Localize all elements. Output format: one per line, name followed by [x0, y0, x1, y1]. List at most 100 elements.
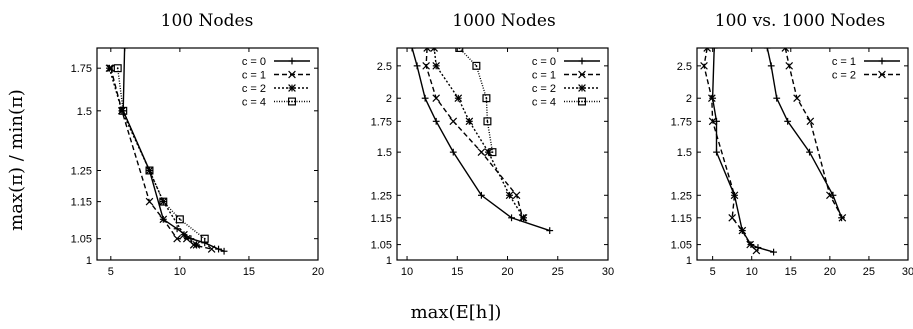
data-point-s4-dot: [491, 151, 494, 154]
y-tick-label: 1.75: [671, 116, 692, 128]
data-point-s1: [220, 247, 228, 255]
series-line-2: [703, 48, 757, 252]
legend-marker: [577, 97, 586, 106]
data-point-s4: [175, 215, 184, 224]
data-point-s2: [838, 213, 847, 222]
data-point-s2: [708, 117, 717, 126]
data-point-s2-d2: [423, 48, 428, 52]
data-point-s2-d2: [793, 94, 801, 103]
data-point-s2-d1: [426, 48, 431, 52]
data-point-s2-d2: [700, 62, 708, 70]
data-point-s3: [484, 148, 493, 156]
data-point-s4-dot: [203, 237, 206, 240]
y-tick-label: 2.5: [677, 61, 692, 73]
data-point-s3-d2: [192, 241, 201, 249]
data-point-s4-box: [472, 61, 481, 70]
panel-1: 100 Nodes 5 10 15 20 1 1.05 1.15 1.25 1.5 1.75 c = …: [71, 11, 325, 278]
data-point-s3: [180, 230, 188, 239]
data-point-s3: [192, 241, 201, 249]
plot-frame: [396, 47, 609, 261]
data-point-s2-d1: [706, 48, 711, 52]
data-point-s1: [173, 225, 181, 233]
data-point-s2: [173, 234, 181, 243]
data-point-s3: [505, 191, 514, 200]
data-point-s4-box: [482, 94, 491, 103]
data-point-s3-d2: [505, 191, 514, 200]
data-point-s4-box: [113, 64, 122, 73]
data-point-s2-d2: [432, 94, 441, 103]
data-point-s1: [767, 62, 775, 70]
data-point-s2-d2: [703, 48, 709, 52]
x-tick-label: 15: [451, 266, 463, 278]
legend-marker-dot: [291, 100, 293, 103]
x-tick-label: 15: [785, 266, 797, 278]
data-point-s4-box: [200, 234, 209, 243]
data-point-s3-d2: [519, 213, 528, 222]
y-tick-label: 1.75: [371, 116, 392, 128]
data-point-s2-d2: [781, 48, 787, 52]
panel-2: 1000 Nodes 10 15 20 25 30 1 1.05 1.15 1.25 1.5 1.75…: [371, 11, 615, 278]
data-point-s2: [793, 94, 801, 103]
data-point-s2: [738, 226, 747, 235]
legend-marker-d2: [578, 84, 586, 92]
data-point-s4-box: [145, 166, 154, 175]
x-tick-label: 25: [552, 266, 564, 278]
data-point-s2: [700, 62, 708, 70]
data-point-s3: [465, 117, 474, 126]
data-point-s3: [519, 213, 528, 222]
panel-title: 100 vs. 1000 Nodes: [715, 11, 885, 31]
y-tick-label: 1.5: [77, 106, 92, 118]
series-line-4: [117, 68, 206, 240]
data-point-s2: [423, 48, 431, 52]
legend-marker: [288, 97, 297, 106]
data-point-s1: [121, 48, 129, 52]
legend-marker: [878, 70, 886, 79]
legend: c = 0 c = 1c = 2 c = 4: [532, 56, 600, 109]
legend-label: c = 2: [532, 83, 556, 95]
data-point-s2-d2: [826, 191, 834, 200]
legend-label: c = 4: [242, 97, 266, 109]
legend-marker-d2: [288, 84, 296, 92]
data-point-s2-d2: [422, 62, 430, 70]
y-tick-label: 1.75: [71, 63, 92, 75]
legend-marker-box: [577, 97, 586, 106]
legend-label: c = 2: [242, 83, 266, 95]
data-point-s2-d2: [806, 117, 815, 126]
data-point-s2-d2: [449, 117, 458, 126]
y-tick-label: 1: [686, 255, 692, 267]
data-point-s2-d2: [512, 191, 521, 200]
data-point-s4: [482, 94, 491, 103]
series-line-2: [425, 48, 524, 218]
legend-marker: [288, 84, 296, 92]
y-tick-label: 1.25: [671, 190, 692, 202]
data-point-s2: [703, 48, 711, 52]
plot-frame: [696, 47, 909, 261]
data-point-s3-d2: [465, 117, 474, 126]
data-point-s3-d2: [180, 230, 188, 239]
legend-label: c = 2: [832, 70, 856, 82]
data-point-s2-d2: [708, 94, 716, 103]
x-axis-label: max(E[h]): [411, 302, 502, 323]
data-point-s3-d1: [433, 48, 439, 52]
data-point-s4: [119, 106, 128, 115]
data-point-s1: [829, 191, 837, 199]
data-point-s2: [449, 117, 458, 126]
data-point-s2-d2: [738, 226, 747, 235]
data-point-s2-d2: [173, 234, 181, 243]
data-point-s3-d2: [484, 148, 493, 156]
plot-area: [408, 48, 554, 234]
data-point-s2: [207, 245, 216, 253]
data-point-s1: [408, 48, 416, 52]
y-tick-label: 1.15: [71, 197, 92, 209]
data-point-s4-dot: [122, 109, 125, 112]
x-tick-label: 20: [824, 266, 836, 278]
y-axis-label: max(π) / min(π): [6, 89, 27, 231]
x-tick-label: 25: [863, 266, 875, 278]
legend-marker: [288, 57, 296, 65]
data-point-s3-d2: [430, 48, 436, 52]
y-tick-label: 1.15: [371, 213, 392, 225]
data-point-s3-d2: [432, 62, 441, 70]
y-tick-label: 1.25: [371, 190, 392, 202]
data-point-s2-d2: [728, 213, 736, 222]
